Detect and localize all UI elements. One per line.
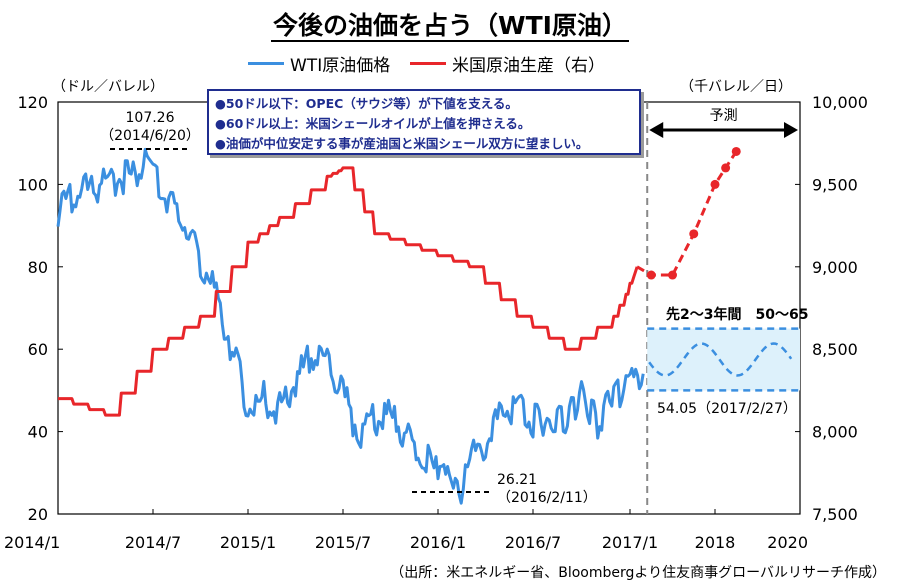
legend-production: 米国原油生産（右）: [410, 52, 605, 76]
x-tick-label: 2017/1: [602, 533, 658, 552]
production-forecast-line: [636, 150, 738, 277]
right-axis-unit: （千バレル／日）: [680, 79, 792, 95]
peak-date: （2014/6/20）: [100, 128, 200, 144]
x-tick-label: 2014/7: [125, 533, 181, 552]
x-tick-label: 2020: [767, 533, 808, 552]
production-forecast-point: [721, 163, 731, 173]
x-tick-label: 2015/7: [315, 533, 371, 552]
chart-title: 今後の油価を占う（WTI原油）: [271, 11, 629, 42]
y-right-tick-label: 8,500: [812, 340, 858, 359]
range-label: 先2～3年間 50～65: [666, 306, 808, 323]
peak-value: 107.26: [126, 110, 175, 126]
x-tick-label: 2016/1: [410, 533, 466, 552]
forecast-band: 予測: [646, 102, 800, 514]
x-tick-label: 2014/1: [4, 533, 60, 552]
legend-wti-swatch: [248, 61, 284, 65]
production-forecast-point: [731, 146, 741, 156]
note-1: ●50ドル以下：OPEC（サウジ等）が下値を支える。: [215, 96, 518, 111]
trough-date: （2016/2/11）: [497, 490, 597, 506]
forecast-arrow-right: [784, 122, 798, 138]
legend-wti-label: WTI原油価格: [290, 55, 391, 76]
annotations: 107.26 （2014/6/20） 26.21 （2016/2/11） 54.05（2…: [100, 110, 808, 506]
production-forecast-point: [710, 179, 720, 189]
y-left-tick-label: 20: [28, 505, 48, 524]
y-right-tick-label: 10,000: [812, 93, 868, 112]
x-tick-label: 2018: [695, 533, 736, 552]
trough-value: 26.21: [497, 472, 537, 488]
latest-value: 54.05（2017/2/27）: [657, 401, 797, 417]
forecast-arrow-left: [649, 122, 664, 138]
production-forecast-point: [668, 270, 677, 280]
y-left-tick-label: 100: [17, 175, 48, 194]
note-2: ●60ドル以上：米国シェールオイルが上値を押さえる。: [215, 116, 531, 131]
notes-box: ●50ドル以下：OPEC（サウジ等）が下値を支える。 ●60ドル以上：米国シェー…: [207, 89, 641, 155]
y-left-tick-label: 40: [28, 423, 48, 442]
wti-line: [56, 147, 645, 505]
forecast-label: 予測: [710, 108, 738, 124]
x-tick-label: 2015/1: [220, 533, 276, 552]
production-forecast-point: [689, 229, 699, 239]
left-axis-unit: （ドル／バレル）: [52, 79, 164, 95]
y-left-tick-label: 60: [28, 340, 48, 359]
source-note: （出所：米エネルギー省、Bloombergより住友商事グローバルリサーチ作成）: [390, 565, 886, 581]
series-lines: [56, 146, 741, 505]
legend-production-label: 米国原油生産（右）: [452, 55, 605, 76]
forecast-range-fill: [647, 328, 800, 391]
y-left-tick-label: 80: [28, 258, 48, 277]
legend-wti: WTI原油価格: [248, 52, 391, 76]
y-left-tick-label: 120: [17, 93, 48, 112]
y-right-tick-label: 8,000: [812, 423, 858, 442]
forecast-wave: [648, 342, 793, 377]
production-forecast-point: [646, 270, 656, 280]
note-3: ●油価が中位安定する事が産油国と米国シェール双方に望ましい。: [215, 136, 589, 151]
x-tick-label: 2016/7: [505, 533, 561, 552]
y-right-tick-label: 9,500: [812, 175, 858, 194]
y-right-tick-label: 7,500: [812, 505, 858, 524]
y-right-tick-label: 9,000: [812, 258, 858, 277]
legend-production-swatch: [410, 61, 446, 65]
production-line: [58, 166, 639, 417]
